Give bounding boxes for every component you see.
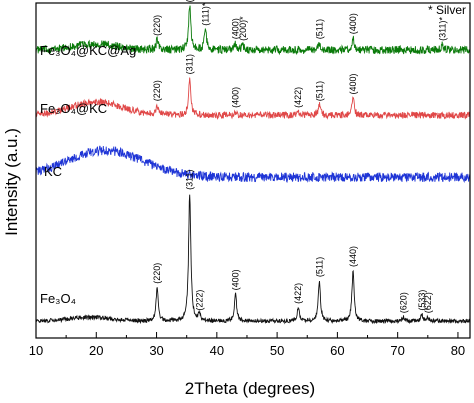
peak-label: (311) (185, 54, 195, 74)
peak-label: (311) (185, 0, 195, 2)
peak-label: (311)* (437, 17, 447, 41)
series-line (35, 194, 471, 325)
peak-label: (311) (185, 170, 195, 190)
peak-label: (533) (417, 290, 427, 311)
axes: 10 20 30 40 50 60 70 80 (29, 2, 471, 358)
peak-label: (620) (399, 292, 409, 313)
peak-label: (220) (152, 80, 162, 101)
peak-label: (400) (231, 87, 241, 108)
x-tick-label: 10 (29, 343, 43, 358)
peak-label: (511) (314, 257, 324, 277)
plot-area: (220)(311)(111)*(400)(200)*(511)(400)(31… (35, 0, 471, 325)
peak-label: (222) (194, 290, 204, 311)
x-tick-label: 70 (390, 343, 404, 358)
series-3: (220) (311) (222) (400) (422) (511) (440) (620)… (35, 170, 471, 325)
peak-label: (440) (348, 246, 358, 267)
peak-label: (400) (348, 13, 358, 34)
series-2: KC (35, 145, 471, 184)
series-line (35, 5, 471, 56)
peak-label: (511) (314, 81, 324, 101)
series-0: (220)(311)(111)*(400)(200)*(511)(400)(31… (35, 0, 471, 58)
peak-label: (622) (423, 292, 433, 313)
peak-label: (400) (348, 73, 358, 94)
x-axis-label: 2Theta (degrees) (185, 379, 315, 398)
series-line (35, 145, 471, 184)
series-name-label: Fe₃O₄ (40, 291, 76, 306)
series-line (35, 77, 471, 120)
x-tick-label: 20 (89, 343, 103, 358)
series-1: (220) (311) (400) (422) (511) (400) Fe₃O₄@KC (35, 54, 471, 120)
peak-label: (422) (293, 87, 303, 108)
x-tick-label: 80 (451, 343, 465, 358)
peak-label: (220) (152, 263, 162, 284)
x-tick-label: 30 (149, 343, 163, 358)
peak-label: (400) (231, 269, 241, 290)
peak-label: (220) (152, 15, 162, 36)
y-axis-label: Intensity (a.u.) (2, 128, 21, 236)
x-tick-label: 50 (270, 343, 284, 358)
peak-label: (111)* (200, 2, 210, 26)
peak-label: (422) (293, 283, 303, 304)
x-tick-label: 60 (330, 343, 344, 358)
series-name-label: KC (44, 164, 62, 179)
series-name-label: Fe₃O₄@KC (40, 101, 107, 116)
peak-label: (200)* (238, 16, 248, 41)
peak-label: (400) (231, 18, 241, 39)
plot-frame (35, 2, 471, 339)
peak-label: (511) (314, 19, 324, 39)
series-name-label: Fe₃O₄@KC@Ag (40, 43, 136, 58)
silver-annotation: * Silver (428, 3, 466, 17)
x-tick-label: 40 (210, 343, 224, 358)
